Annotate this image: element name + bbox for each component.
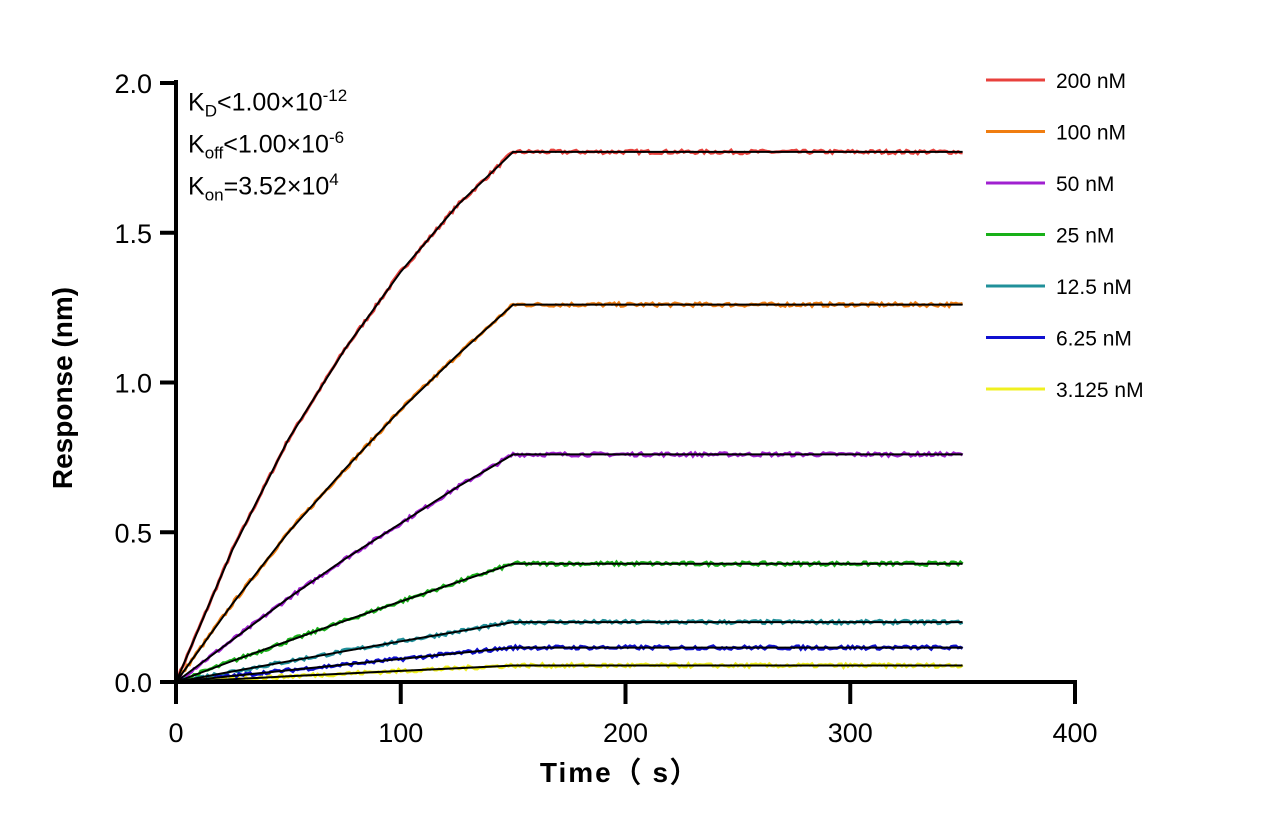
- y-tick-label: 2.0: [114, 69, 152, 99]
- legend-label: 200 nM: [1056, 70, 1126, 93]
- fit-line-12-5-nM: [175, 621, 963, 683]
- x-axis-title: Time（ s）: [540, 756, 700, 788]
- series-curve-12-5-nM: [175, 618, 964, 684]
- curves: [174, 147, 964, 684]
- legend-label: 6.25 nM: [1056, 328, 1132, 351]
- fit-line-6-25-nM: [175, 646, 963, 683]
- y-tick-label: 1.5: [114, 219, 152, 249]
- annotation-koff: Koff<1.00×10-6: [188, 128, 345, 163]
- fit-line-3-125-nM: [175, 664, 963, 683]
- y-tick-label: 1.0: [114, 369, 152, 399]
- legend-label: 50 nM: [1056, 173, 1114, 196]
- y-ticks: 0.0 0.5 1.0 1.5 2.0: [114, 69, 176, 698]
- legend-label: 3.125 nM: [1056, 379, 1144, 402]
- x-tick-label: 0: [168, 718, 183, 748]
- y-tick-label: 0.5: [114, 518, 152, 548]
- fit-line-25-nM: [175, 562, 963, 683]
- legend-label: 100 nM: [1056, 122, 1126, 145]
- legend: 200 nM 100 nM 50 nM 25 nM 12.5 nM 6.25 nM 3.12…: [986, 70, 1144, 402]
- x-tick-label: 100: [378, 718, 423, 748]
- annotation-kd: KD<1.00×10-12: [188, 86, 348, 121]
- y-tick-label: 0.0: [114, 668, 152, 698]
- annotation-kon: Kon=3.52×104: [188, 170, 339, 205]
- fit-line-100-nM: [175, 303, 963, 683]
- series-curve-100-nM: [174, 300, 963, 683]
- fit-lines: [175, 150, 963, 683]
- series-curve-200-nM: [174, 147, 963, 683]
- x-ticks: 0 100 200 300 400: [168, 682, 1098, 748]
- x-tick-label: 200: [603, 718, 648, 748]
- y-axis-title: Response (nm): [47, 287, 78, 489]
- x-tick-label: 400: [1052, 718, 1097, 748]
- fit-line-200-nM: [175, 150, 963, 683]
- legend-label: 25 nM: [1056, 225, 1114, 248]
- legend-label: 12.5 nM: [1056, 276, 1132, 299]
- fit-line-50-nM: [175, 453, 963, 683]
- x-tick-label: 300: [828, 718, 873, 748]
